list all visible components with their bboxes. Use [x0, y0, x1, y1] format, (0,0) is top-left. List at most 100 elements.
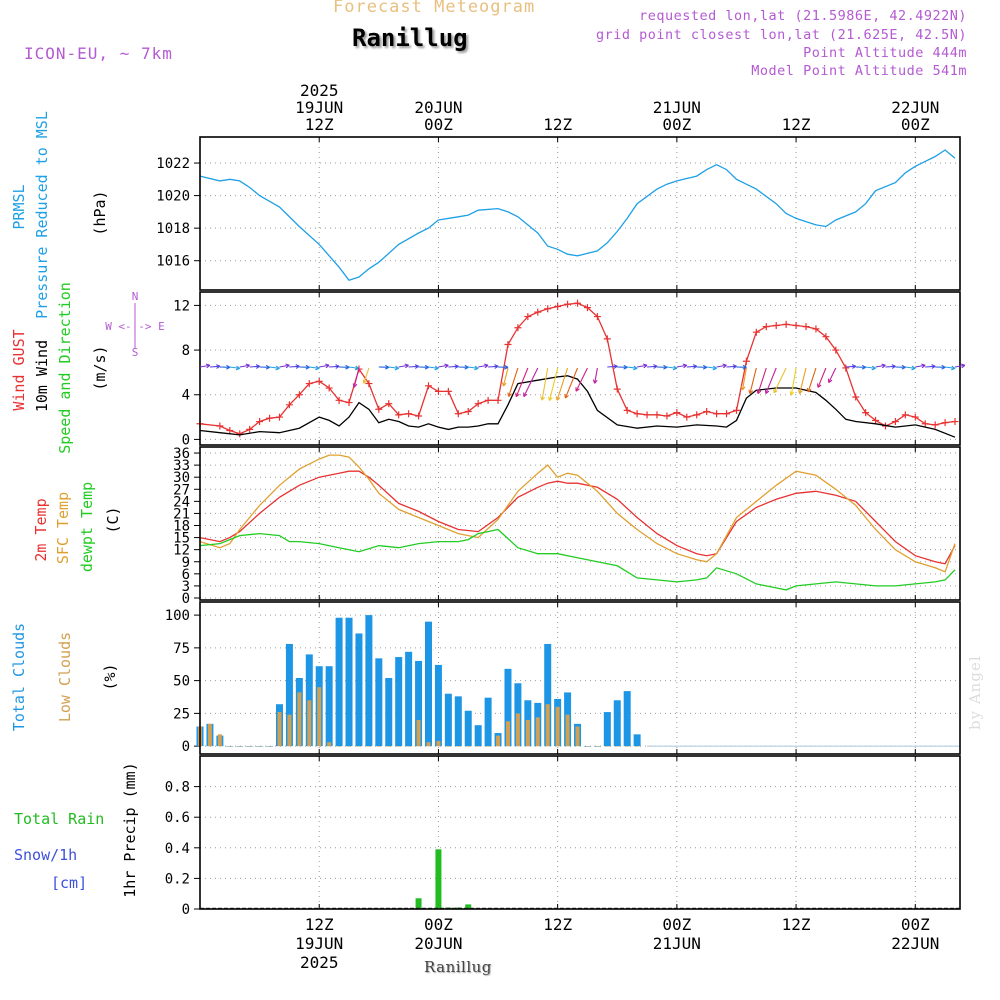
- wind-ytick-label: 4: [182, 388, 190, 404]
- gust-marker: [554, 303, 562, 311]
- total-clouds-bar: [415, 660, 423, 747]
- compass-south: S: [132, 346, 139, 359]
- pressure-axis-label: Pressure Reduced to MSL: [33, 111, 51, 319]
- total-clouds-bar: [424, 621, 432, 747]
- wind-arrow: [229, 366, 240, 369]
- gust-marker: [564, 300, 572, 308]
- total-clouds-bar: [285, 643, 293, 747]
- bottom-time-label: 19JUN: [295, 934, 343, 953]
- wind-arrow-head: [205, 363, 211, 369]
- clouds-frame: [199, 601, 961, 755]
- pressure-ytick-label: 1020: [156, 189, 190, 205]
- gust-marker: [275, 413, 283, 421]
- temperature-ytick-label: 15: [173, 531, 190, 547]
- wind-arrow-head: [653, 364, 658, 369]
- wind-arrow-head: [474, 365, 479, 371]
- wind-arrow-head: [540, 396, 545, 401]
- wind-arrow-head: [245, 363, 250, 369]
- wind-unit-label: (m/s): [91, 345, 109, 390]
- wind-arrow: [742, 367, 747, 390]
- low-clouds-bar: [555, 706, 560, 747]
- wind-arrow-head: [285, 363, 290, 369]
- gust-marker: [842, 364, 850, 372]
- requested-coords: requested lon,lat (21.5986E, 42.4922N): [639, 8, 967, 24]
- pressure-ytick-label: 1018: [156, 221, 190, 237]
- precip-ytick-label: 0.2: [165, 871, 190, 887]
- wind-arrow: [749, 367, 757, 394]
- product-title: Forecast Meteogram: [333, 0, 536, 17]
- wind-arrow-head: [613, 364, 618, 369]
- footer-location: Ranillug: [424, 958, 492, 976]
- snow-legend: Snow/1h: [14, 846, 77, 864]
- gust-marker: [325, 384, 333, 392]
- wind-arrow-head: [315, 365, 320, 371]
- clouds-ytick-label: 25: [173, 706, 190, 722]
- wind-arrow: [289, 365, 300, 368]
- total-clouds-axis-label: Total Clouds: [10, 623, 28, 731]
- precip-ytick-label: 0: [182, 902, 190, 918]
- gust-marker: [732, 406, 740, 414]
- low-clouds-bar: [476, 746, 481, 747]
- wind-arrow: [666, 366, 677, 369]
- wind-arrow-head: [434, 365, 439, 371]
- low-clouds-bar: [426, 742, 431, 747]
- wind-arrow: [556, 367, 569, 401]
- wind-arrow: [905, 366, 916, 369]
- wind-arrow-head: [789, 391, 795, 396]
- low-clouds-bar: [595, 746, 600, 747]
- wind-arrow-head: [255, 364, 260, 369]
- gust-marker: [613, 385, 621, 393]
- low-clouds-bar: [496, 735, 501, 747]
- low-clouds-bar: [257, 746, 262, 747]
- low-clouds-bar: [635, 746, 640, 747]
- wind-arrow: [757, 367, 767, 394]
- wind-arrow-head: [507, 392, 512, 397]
- gust-marker: [603, 335, 611, 343]
- t2m-axis-label: 2m Temp: [32, 498, 50, 561]
- gust-marker: [444, 387, 452, 395]
- wind-arrow-head: [901, 364, 906, 370]
- temperature-ytick-label: 27: [173, 482, 190, 498]
- precip-frame: [199, 755, 961, 910]
- pressure-frame: [199, 136, 961, 291]
- low-clouds-bar: [217, 734, 222, 747]
- wind-arrow: [686, 365, 697, 368]
- bottom-time-label: 00Z: [424, 915, 453, 934]
- wind-arrow-head: [275, 365, 280, 371]
- wind-arrow: [508, 367, 519, 397]
- wind-arrow: [428, 366, 439, 369]
- gust-marker: [901, 411, 909, 419]
- wind-arrows: [199, 363, 966, 401]
- gust-marker: [653, 411, 661, 419]
- top-time-label: 00Z: [424, 115, 453, 134]
- wind-arrow: [799, 367, 807, 394]
- total-clouds-bar: [375, 658, 383, 747]
- top-time-label: 00Z: [901, 115, 930, 134]
- low-clouds-bar: [416, 719, 421, 747]
- wind-arrow: [209, 365, 220, 368]
- gust-marker: [395, 411, 403, 419]
- wind-arrow: [388, 366, 399, 369]
- low-clouds-bar: [366, 746, 371, 747]
- wind-arrow: [773, 367, 787, 394]
- gust-marker: [593, 313, 601, 321]
- low-clouds-bar: [585, 746, 590, 747]
- gust-marker: [504, 340, 512, 348]
- wind-ytick-label: 12: [173, 298, 190, 314]
- wind-arrow: [363, 367, 370, 384]
- gust-marker: [534, 308, 542, 316]
- clouds-ytick-label: 50: [173, 674, 190, 690]
- wind-arrow-head: [575, 387, 580, 392]
- pressure-unit-label: (hPa): [91, 190, 109, 235]
- wind-arrow-head: [682, 363, 688, 369]
- gust-marker: [405, 410, 413, 418]
- gust-marker: [742, 357, 750, 365]
- wind-arrow: [353, 367, 360, 388]
- 2m-temp-line: [199, 470, 956, 565]
- gust-marker: [514, 324, 522, 332]
- low-clouds-bar: [376, 746, 381, 747]
- total-clouds-bar: [385, 678, 393, 747]
- total-clouds-bar: [464, 710, 472, 747]
- temperature-ytick-label: 18: [173, 519, 190, 535]
- low-clouds-bar: [247, 746, 252, 747]
